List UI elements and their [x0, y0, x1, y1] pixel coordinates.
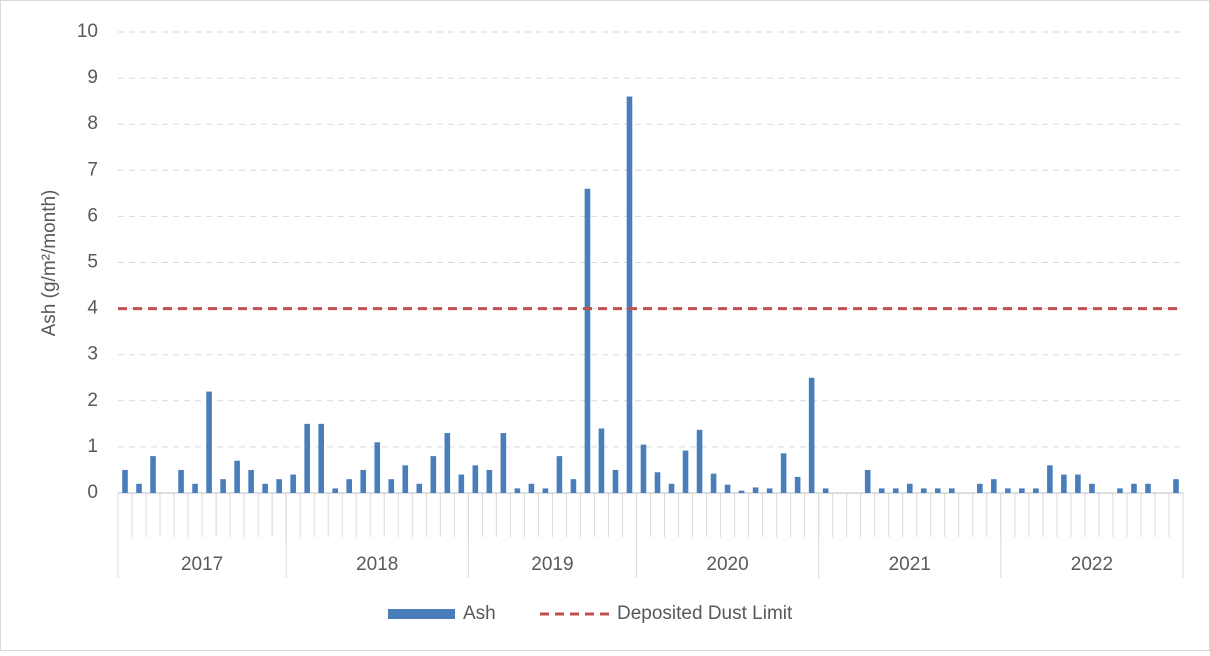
legend-swatch [388, 609, 455, 619]
y-axis-label: Ash (g/m²/month) [39, 190, 60, 337]
y-tick-label: 9 [87, 67, 98, 88]
bar [486, 469, 493, 493]
bar [304, 423, 310, 493]
group-label: 2017 [181, 554, 223, 575]
bar [472, 465, 479, 493]
bar [626, 96, 633, 493]
bar [234, 460, 240, 493]
bar [612, 469, 619, 493]
bar [416, 483, 423, 493]
bar [1131, 483, 1137, 493]
group-label: 2022 [1071, 554, 1113, 575]
bar [906, 483, 913, 493]
legend-label: Deposited Dust Limit [617, 603, 793, 624]
bar [332, 488, 339, 493]
bar [1075, 474, 1081, 493]
y-tick-label: 7 [87, 159, 98, 180]
bar [1145, 483, 1151, 493]
bar [808, 377, 815, 493]
bar [458, 474, 465, 493]
y-tick-label: 3 [87, 344, 98, 365]
bar [668, 483, 675, 493]
y-tick-label: 2 [87, 390, 98, 411]
bar [178, 469, 184, 493]
bar [318, 423, 324, 493]
bar [752, 487, 759, 493]
bar [794, 476, 801, 493]
bar [1019, 488, 1025, 493]
bar [220, 479, 226, 493]
bar [248, 469, 254, 493]
bar [654, 472, 661, 493]
bar [1117, 488, 1123, 493]
bar [430, 456, 437, 493]
bar [682, 450, 689, 493]
bar [570, 479, 577, 493]
bar [864, 469, 871, 493]
bar [640, 444, 647, 493]
bar [150, 456, 156, 493]
bar [977, 483, 983, 493]
bar [542, 488, 549, 493]
bar [991, 479, 997, 493]
bar [206, 391, 212, 493]
bar [878, 488, 885, 493]
bar [766, 488, 773, 493]
bar [402, 465, 409, 493]
bar [388, 479, 395, 493]
bar [514, 488, 521, 493]
group-label: 2019 [531, 554, 573, 575]
bar [696, 429, 703, 493]
bar [710, 473, 717, 493]
bar [822, 488, 829, 493]
y-tick-label: 6 [87, 205, 98, 226]
bar [1089, 483, 1095, 493]
bar [920, 488, 927, 493]
bar [262, 483, 268, 493]
bar [948, 488, 955, 493]
bar [528, 483, 535, 493]
y-tick-label: 5 [87, 252, 98, 273]
bar [276, 479, 282, 493]
y-tick-label: 0 [87, 482, 98, 503]
bar [346, 479, 353, 493]
bar [780, 453, 787, 493]
bar [738, 490, 745, 493]
bar [290, 474, 296, 493]
y-tick-label: 8 [87, 113, 98, 134]
bar [122, 469, 128, 493]
group-label: 2020 [706, 554, 748, 575]
bar [1047, 465, 1053, 493]
bar [136, 483, 142, 493]
bar [500, 433, 507, 493]
group-label: 2018 [356, 554, 398, 575]
bar [1005, 488, 1011, 493]
y-tick-label: 4 [87, 298, 98, 319]
bar [934, 488, 941, 493]
bar [598, 428, 605, 493]
bar [360, 469, 367, 493]
bar [584, 188, 591, 494]
legend-label: Ash [463, 603, 496, 624]
y-tick-label: 1 [87, 436, 98, 457]
bar [892, 488, 899, 493]
bar [556, 456, 563, 493]
bar [724, 484, 731, 493]
bar [1173, 479, 1179, 493]
bar [444, 433, 451, 493]
bar [374, 442, 381, 493]
bar [1061, 474, 1067, 493]
group-label: 2021 [889, 554, 931, 575]
y-tick-label: 10 [77, 21, 98, 42]
bar [192, 483, 198, 493]
bar [1033, 488, 1039, 493]
